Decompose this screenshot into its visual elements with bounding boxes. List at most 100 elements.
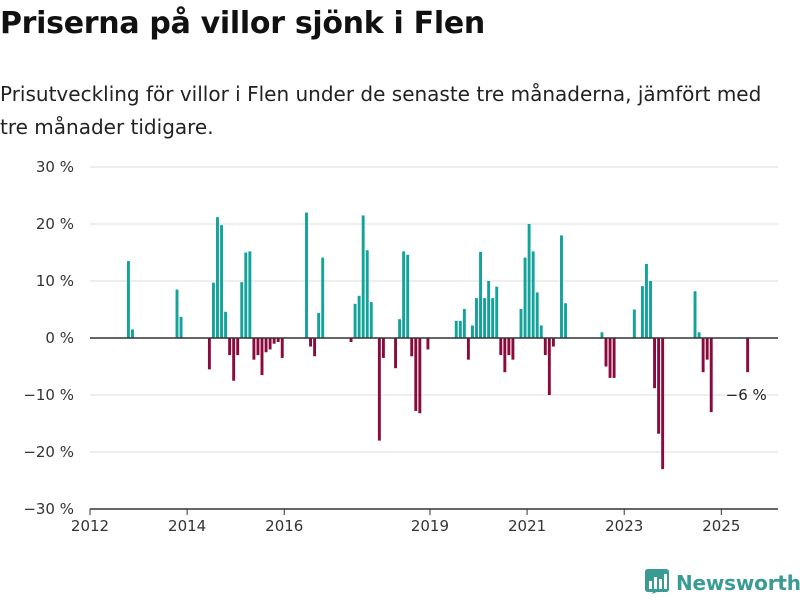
bar <box>531 251 535 338</box>
bar <box>523 257 527 338</box>
bar <box>519 308 523 338</box>
y-tick-label: 10 % <box>36 272 74 290</box>
bar <box>487 281 491 338</box>
bar <box>458 320 462 338</box>
bar <box>256 338 260 356</box>
bar <box>547 338 551 395</box>
bar <box>216 217 219 338</box>
bar <box>220 225 223 338</box>
bar <box>653 338 657 389</box>
bar <box>252 338 256 360</box>
bar <box>357 295 361 338</box>
bar <box>126 261 130 338</box>
bar <box>236 338 240 356</box>
y-tick-label: −20 % <box>23 443 74 461</box>
bar <box>321 257 325 338</box>
bar <box>661 338 665 470</box>
bar <box>564 303 567 338</box>
bar <box>693 291 697 338</box>
bar <box>410 338 414 357</box>
bar <box>260 338 264 376</box>
bar <box>466 338 470 360</box>
bar <box>499 338 503 356</box>
bar <box>511 338 515 360</box>
bar <box>280 338 284 358</box>
bar-chart: 30 % 20 % 10 % 0 % −10 % −20 % −30 %2012 2014 20… <box>23 158 778 535</box>
labels: 30 % 20 % 10 % 0 % −10 % −20 % −30 %2012 2014 20… <box>23 158 766 535</box>
bar <box>353 303 357 338</box>
bar <box>264 338 268 353</box>
bar <box>632 309 636 338</box>
bar <box>276 338 280 342</box>
x-tick-label: 2016 <box>265 517 303 535</box>
bar <box>272 338 276 344</box>
bar <box>475 298 478 338</box>
bar <box>604 338 608 367</box>
gridlines <box>90 166 778 453</box>
bar <box>491 298 495 338</box>
bar <box>207 338 211 370</box>
y-tick-label: 0 % <box>45 329 74 347</box>
bar <box>381 338 385 358</box>
bar <box>507 338 511 356</box>
bar <box>414 338 418 411</box>
bar <box>394 338 398 369</box>
bar <box>317 312 321 338</box>
bar <box>240 282 244 338</box>
bar <box>377 338 381 441</box>
bar <box>179 316 183 338</box>
bar <box>313 338 317 357</box>
bar <box>551 338 555 347</box>
bar <box>527 224 531 338</box>
x-tick-label: 2014 <box>168 517 206 535</box>
bar <box>244 252 248 338</box>
newsworthy-logo: Newsworthy <box>644 568 800 598</box>
bar <box>560 235 563 338</box>
bar <box>418 338 422 414</box>
bar <box>224 311 228 338</box>
bar <box>539 325 543 338</box>
bar <box>131 329 134 338</box>
bar <box>705 338 709 360</box>
bar <box>454 320 458 338</box>
bar <box>402 251 406 338</box>
y-tick-label: 20 % <box>36 215 74 233</box>
bar <box>479 251 482 338</box>
bar <box>649 281 652 338</box>
bar <box>600 332 604 338</box>
x-tick-label: 2023 <box>605 517 643 535</box>
bar <box>495 286 499 338</box>
bar <box>608 338 612 378</box>
bar <box>462 308 466 338</box>
bar <box>175 289 179 338</box>
bar <box>543 338 547 356</box>
bar <box>305 212 308 338</box>
bar <box>645 263 648 338</box>
bar <box>365 250 369 338</box>
bar <box>228 338 232 356</box>
bar <box>398 319 402 338</box>
bar <box>483 298 487 338</box>
bar <box>701 338 705 373</box>
bar <box>406 254 410 338</box>
bar <box>657 338 661 434</box>
bar <box>503 338 507 373</box>
bar <box>612 338 616 378</box>
axes <box>89 337 778 515</box>
chart-subtitle: Prisutveckling för villor i Flen under d… <box>0 82 762 139</box>
x-tick-label: 2019 <box>411 517 449 535</box>
bar <box>709 338 713 413</box>
x-tick-label: 2025 <box>702 517 740 535</box>
y-tick-label: −10 % <box>23 386 74 404</box>
x-tick-label: 2012 <box>71 517 109 535</box>
x-tick-label: 2021 <box>508 517 546 535</box>
chart-title: Priserna på villor sjönk i Flen <box>0 6 485 41</box>
brand-name: Newsworthy <box>676 571 800 595</box>
bar <box>470 325 474 338</box>
y-tick-label: −30 % <box>23 500 74 518</box>
bar <box>232 338 236 381</box>
y-tick-label: 30 % <box>36 158 74 176</box>
bar <box>369 302 373 338</box>
bar <box>640 286 644 338</box>
last-value-label: −6 % <box>726 386 767 404</box>
